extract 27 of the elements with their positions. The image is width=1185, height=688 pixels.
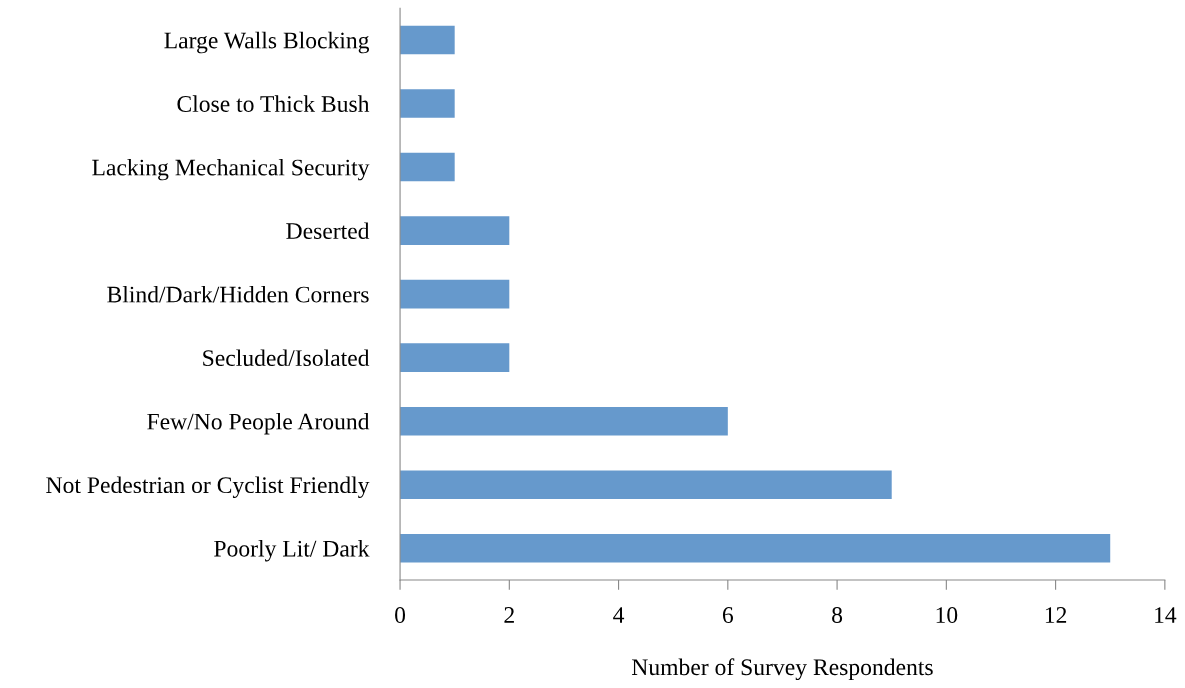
y-tick-label: Blind/Dark/Hidden Corners [107, 285, 369, 303]
bar [400, 533, 1111, 563]
y-tick-label: Poorly Lit/ Dark [214, 540, 370, 562]
y-tick-label: Secluded/Isolated [203, 349, 370, 367]
x-tick-label: 0 [395, 607, 406, 623]
bar [400, 406, 728, 436]
x-axis-title: Number of Survey Respondents [631, 658, 933, 681]
x-tick-label: 10 [936, 607, 958, 623]
y-tick-label: Few/No People Around [147, 412, 370, 435]
bar [400, 152, 455, 182]
x-tick-label: 12 [1045, 607, 1067, 623]
bar [400, 25, 455, 55]
y-tick-label: Large Walls Blocking [164, 31, 370, 54]
x-tick-label: 6 [722, 607, 734, 623]
y-tick-label: Close to Thick Bush [177, 95, 370, 112]
x-tick-label: 4 [613, 607, 625, 623]
bar [400, 343, 510, 372]
y-tick-label: Lacking Mechanical Security [92, 158, 370, 181]
y-tick-label: Not Pedestrian or Cyclist Friendly [46, 476, 370, 498]
bar [400, 470, 892, 499]
bar [400, 279, 510, 309]
x-tick-label: 8 [832, 607, 843, 623]
x-tick-label: 14 [1155, 607, 1177, 623]
y-tick-label: Deserted [286, 222, 370, 240]
bar [400, 216, 510, 245]
x-tick-label: 2 [504, 607, 514, 623]
bar [400, 89, 455, 118]
